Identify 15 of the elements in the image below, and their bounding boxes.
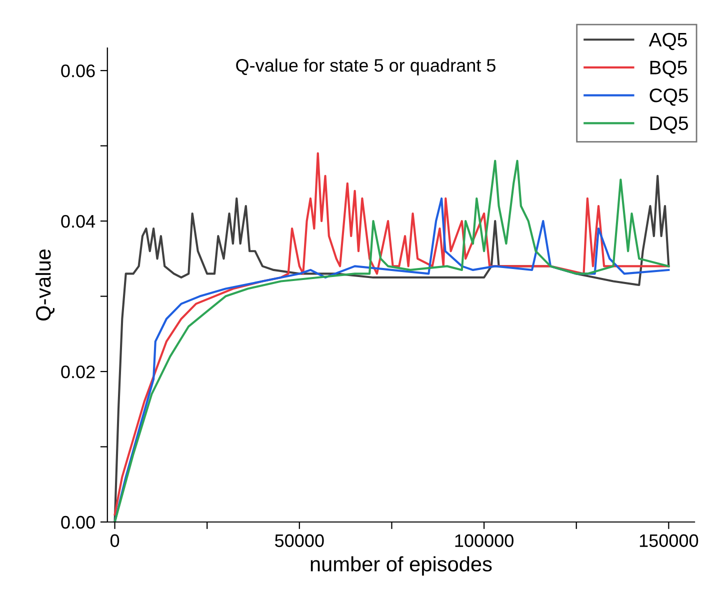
y-tick-label: 0.06 bbox=[61, 64, 95, 78]
y-tick-label: 0.02 bbox=[61, 365, 95, 378]
legend-label: DQ5 bbox=[650, 116, 688, 134]
legend-label: CQ5 bbox=[650, 88, 688, 106]
y-tick-label: 0.04 bbox=[61, 214, 96, 228]
x-tick-label: 50000 bbox=[275, 534, 324, 548]
y-axis-title: Q-value bbox=[35, 249, 55, 320]
x-tick-label: 150000 bbox=[640, 534, 698, 548]
legend-label: BQ5 bbox=[650, 60, 687, 78]
x-tick-label: 0 bbox=[110, 534, 120, 548]
y-tick-label: 0.00 bbox=[61, 516, 95, 529]
x-axis-title: number of episodes bbox=[310, 556, 492, 576]
text: Q-value for state 5 or quadrant 5 bbox=[236, 58, 496, 76]
legend-label: AQ5 bbox=[648, 32, 687, 50]
x-tick-label: 100000 bbox=[455, 534, 514, 548]
